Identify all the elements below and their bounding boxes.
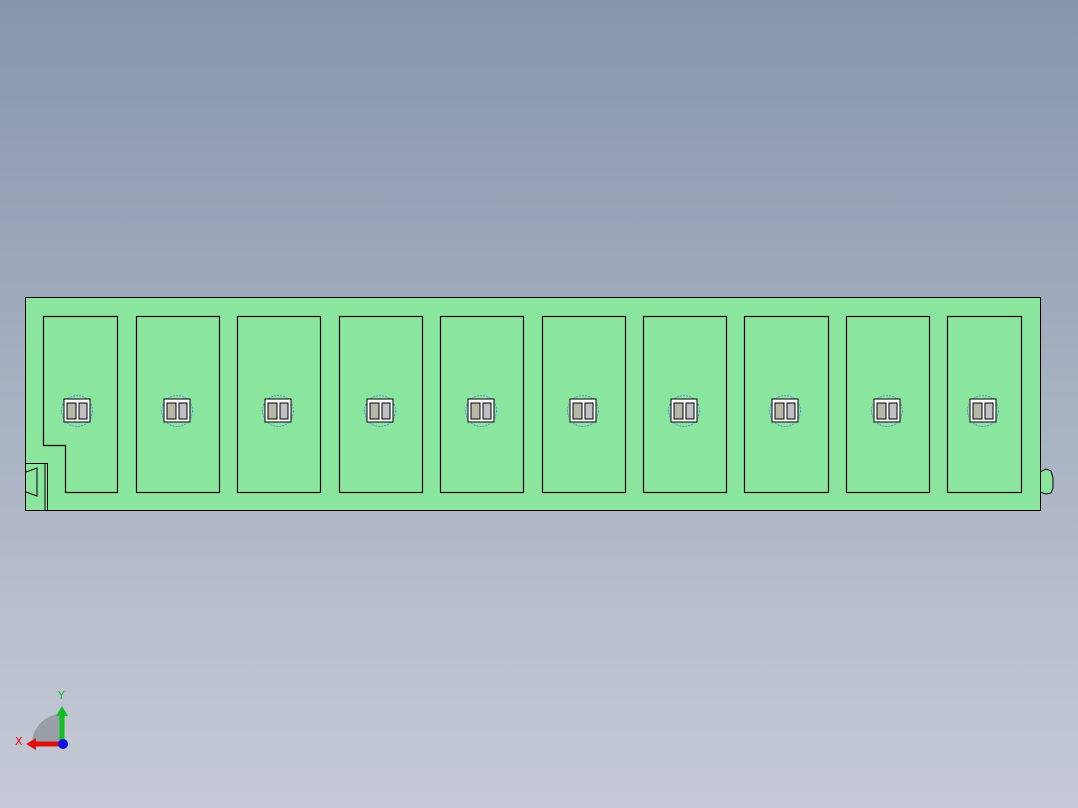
- connector-circle: [161, 395, 193, 427]
- right-latch: [1039, 468, 1054, 495]
- connector-pin-right: [888, 402, 898, 420]
- connector-pin-left: [66, 402, 77, 420]
- pocket-4: [338, 315, 424, 494]
- x-axis-label: X: [15, 735, 23, 748]
- pocket-1: [42, 315, 119, 494]
- left-tab-detail: [25, 464, 46, 510]
- connector-pin-left: [774, 402, 785, 420]
- connector-pin-left: [876, 402, 887, 420]
- connector-pin-left: [166, 402, 177, 420]
- pocket-5: [439, 315, 525, 494]
- connector-circle: [465, 395, 497, 427]
- connector-pin-right: [482, 402, 492, 420]
- connector-circle: [364, 395, 396, 427]
- connector-pin-right: [279, 402, 289, 420]
- connector-pin-right: [984, 402, 994, 420]
- connector-pin-right: [381, 402, 391, 420]
- connector-circle: [668, 395, 700, 427]
- connector-pin-left: [673, 402, 684, 420]
- connector-pin-left: [267, 402, 278, 420]
- connector-circle: [567, 395, 599, 427]
- pocket-10: [946, 315, 1023, 494]
- z-axis-dot: [58, 739, 68, 749]
- pocket-8: [743, 315, 830, 494]
- triad-quadrant: [32, 713, 62, 742]
- connector-circle: [967, 395, 999, 427]
- connector-pin-right: [584, 402, 594, 420]
- connector-pin-left: [369, 402, 380, 420]
- y-arrowhead-icon: [56, 706, 68, 716]
- connector-pin-right: [78, 402, 88, 420]
- connector-circle: [61, 395, 93, 427]
- connector-circle: [262, 395, 294, 427]
- x-arrowhead-icon: [26, 738, 36, 750]
- connector-pin-right: [685, 402, 695, 420]
- left-tab: [25, 463, 48, 511]
- pocket-2: [135, 315, 221, 494]
- pocket-3: [236, 315, 322, 494]
- y-axis-label: Y: [57, 689, 65, 702]
- part-model[interactable]: [25, 297, 1054, 511]
- connector-pin-left: [972, 402, 983, 420]
- connector-pin-right: [178, 402, 188, 420]
- pocket-6: [541, 315, 627, 494]
- axis-triad: X Y: [15, 689, 68, 750]
- connector-circle: [871, 395, 903, 427]
- pocket-9: [845, 315, 931, 494]
- connector-pin-right: [786, 402, 796, 420]
- pocket-7: [642, 315, 728, 494]
- connector-pin-left: [470, 402, 481, 420]
- connector-circle: [769, 395, 801, 427]
- body-outline: [25, 297, 1041, 511]
- connector-pin-left: [572, 402, 583, 420]
